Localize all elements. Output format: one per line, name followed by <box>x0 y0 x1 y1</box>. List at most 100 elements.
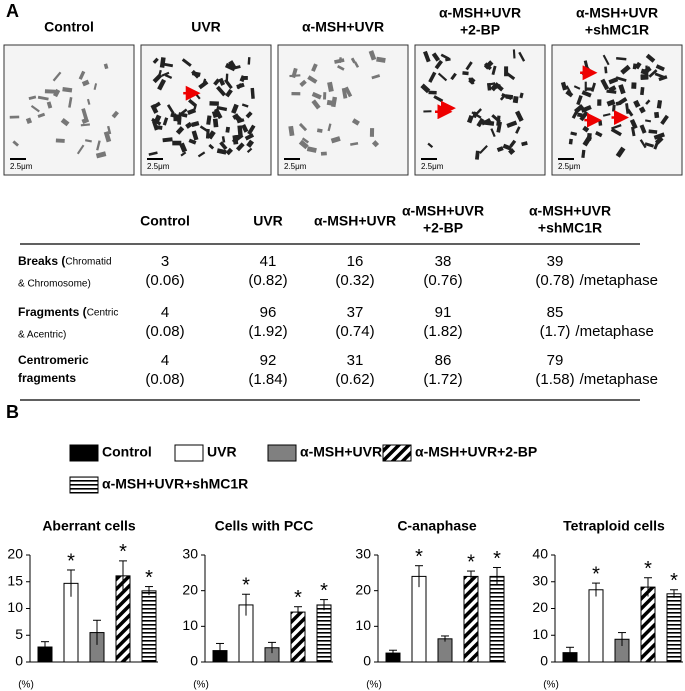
table-rate: (1.7) <box>540 323 571 340</box>
chromosome <box>568 138 573 145</box>
bar <box>640 586 656 663</box>
chromosome <box>246 147 253 154</box>
chromosome <box>602 113 611 117</box>
chromosome <box>68 97 73 108</box>
chromosome <box>191 130 199 141</box>
chromosome <box>331 96 338 108</box>
panel-label: A <box>6 1 19 21</box>
chromosome <box>521 141 528 147</box>
table-rate: (0.06) <box>145 272 184 289</box>
table-count: 4 <box>161 352 169 369</box>
table-rate: (0.32) <box>335 272 374 289</box>
chromosome <box>9 115 20 119</box>
chromosome <box>152 73 163 84</box>
chromosome <box>515 126 521 134</box>
legend-swatch <box>69 476 99 494</box>
chromosome <box>574 103 585 114</box>
y-tick-label: 40 <box>532 546 548 562</box>
chromosome <box>639 124 647 134</box>
chromosome <box>338 57 342 63</box>
chromosome <box>316 128 323 133</box>
significance: * <box>145 567 153 589</box>
chromosome <box>465 61 473 71</box>
chromosome <box>327 123 332 132</box>
chromosome <box>81 117 90 125</box>
chromosome <box>188 138 197 145</box>
chromosome <box>244 133 255 141</box>
chromosome <box>598 120 603 126</box>
chromosome <box>632 63 637 70</box>
chromosome <box>423 110 432 113</box>
chromosome <box>37 112 46 118</box>
y-tick-label: 10 <box>7 599 23 615</box>
chromosome <box>437 72 448 82</box>
chromosome <box>618 84 626 95</box>
chromosome <box>645 53 656 63</box>
significance: * <box>670 570 678 592</box>
chromosome <box>648 69 658 78</box>
chromosome <box>496 121 502 133</box>
chromosome <box>509 139 517 148</box>
scale-label: 2.5μm <box>284 162 307 171</box>
row-label: Fragments ( <box>18 305 87 319</box>
chromosome <box>234 134 243 138</box>
chromosome <box>233 114 243 123</box>
chromosome <box>301 137 310 144</box>
table-unit: /metaphase <box>580 371 658 388</box>
chromosome <box>81 79 90 87</box>
chromosome <box>565 90 574 98</box>
chromosome <box>166 104 175 115</box>
chromosome <box>655 64 665 72</box>
scale-label: 2.5μm <box>421 162 444 171</box>
table-count: 38 <box>435 253 452 270</box>
chromosome <box>466 115 474 124</box>
chromosome <box>474 108 482 116</box>
bar <box>411 575 427 663</box>
chromosome <box>245 111 253 119</box>
chromosome <box>330 136 341 144</box>
chromosome <box>489 82 496 86</box>
chromosome <box>462 71 469 76</box>
chromosome <box>633 99 641 108</box>
y-tick-label: 20 <box>532 599 548 615</box>
chromosome <box>216 85 227 97</box>
chromosome <box>320 151 327 156</box>
chromosome <box>595 131 603 138</box>
bar <box>290 611 306 663</box>
chromosome <box>84 139 92 143</box>
chromosome <box>247 57 251 65</box>
chromosome <box>638 106 646 114</box>
chromosome <box>612 104 616 112</box>
bar <box>316 604 332 663</box>
legend-label: α-MSH+UVR+shMC1R <box>102 476 248 492</box>
chromosome <box>298 122 308 132</box>
bar <box>489 575 505 663</box>
y-tick-label: 10 <box>532 626 548 642</box>
row-note: Chromatid <box>65 257 111 268</box>
chromosome <box>62 87 73 93</box>
chromosome <box>586 132 592 141</box>
chromosome <box>250 87 255 99</box>
chromosome <box>212 118 219 128</box>
legend-swatch <box>382 444 412 462</box>
chromosome <box>206 115 212 125</box>
chromosome <box>96 140 101 151</box>
chromosome <box>311 63 318 72</box>
chromosome <box>178 112 188 118</box>
table-count: 91 <box>435 304 452 321</box>
chromosome <box>246 139 255 148</box>
chromosome <box>191 69 200 79</box>
legend-label: α-MSH+UVR <box>300 444 382 460</box>
y-tick-label: 20 <box>7 546 23 562</box>
chromosome <box>44 89 56 94</box>
table-count: 85 <box>547 304 564 321</box>
chromosome <box>198 80 209 90</box>
chromosome <box>225 147 234 156</box>
significance: * <box>119 541 127 563</box>
y-tick-label: 30 <box>532 572 548 588</box>
y-tick-label: 20 <box>182 581 198 597</box>
chromosome <box>150 104 159 114</box>
table-rate: (0.62) <box>335 371 374 388</box>
panel-label: B <box>6 402 19 422</box>
chromosome <box>597 99 602 106</box>
